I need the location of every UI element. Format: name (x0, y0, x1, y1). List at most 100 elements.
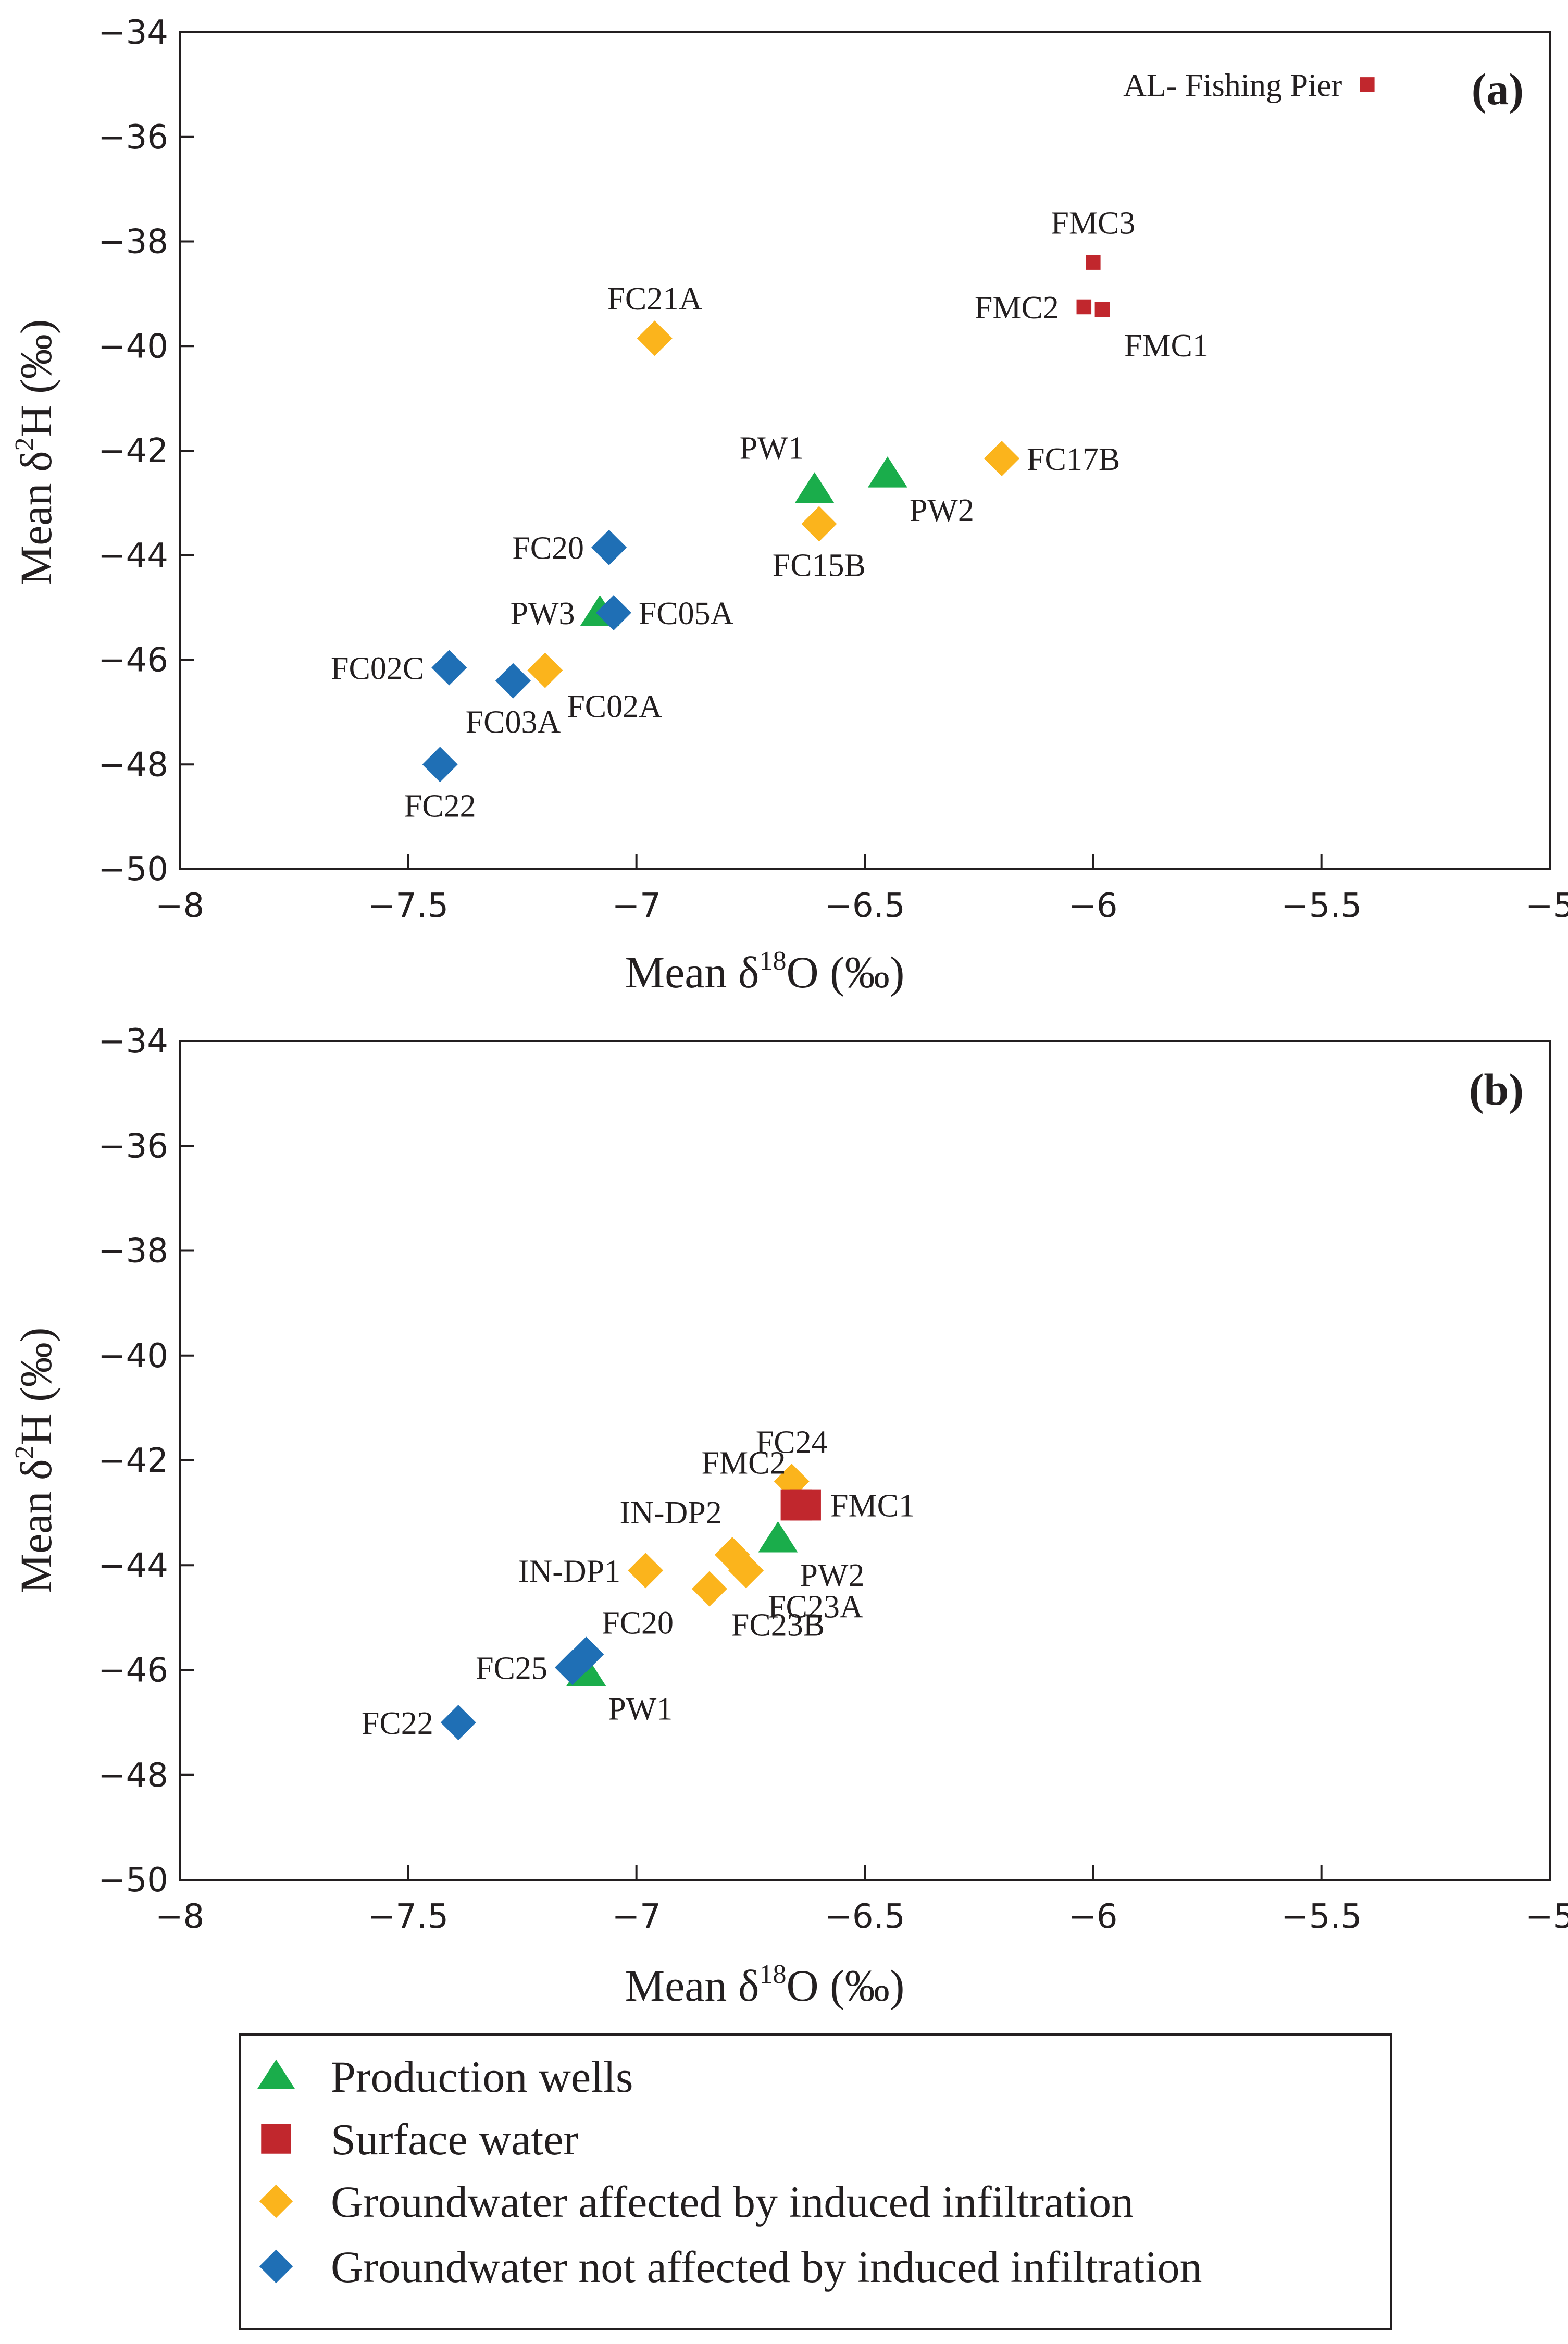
legend: Production wells Surface water Groundwater… (239, 2033, 1392, 2330)
y-tick-label: −48 (98, 746, 168, 784)
x-tick-label: −5.5 (1281, 887, 1362, 925)
panel-a-tag: (a) (1472, 64, 1524, 114)
point-label: FC23A (768, 1589, 863, 1624)
legend-marker-production (257, 2059, 295, 2089)
y-tick-label: −50 (98, 1861, 168, 1900)
panel-b: −8 −7.5 −7 −6.5 −6 −5.5 −5 −50 −48 −46 −44 −42 −40 −3… (10, 1022, 1568, 2011)
point-label: FC02A (567, 689, 662, 725)
point-affected (637, 320, 673, 356)
point-label: PW1 (608, 1692, 673, 1727)
point-surface (1086, 255, 1101, 270)
panel-a-points: AL- Fishing Pier FMC3 FMC2 FMC1 FC21A FC17B PW… (331, 68, 1375, 824)
y-tick-label: −34 (98, 1022, 168, 1061)
y-tick-label: −36 (98, 118, 168, 157)
y-tick-label: −42 (98, 1442, 168, 1480)
legend-marker-affected (259, 2184, 293, 2218)
legend-label-not-affected: Groundwater not affected by induced infi… (331, 2242, 1202, 2292)
point-affected (728, 1553, 764, 1589)
y-tick-label: −46 (98, 1652, 168, 1690)
point-label: FMC3 (1051, 206, 1135, 241)
panel-b-x-axis-title: Mean δ18O (‰) (625, 1959, 905, 2011)
point-not-affected (431, 650, 467, 686)
point-affected (628, 1553, 664, 1589)
x-tick-label: −7 (612, 1897, 661, 1936)
y-tick-label: −44 (98, 1546, 168, 1585)
point-label: FC23B (731, 1608, 825, 1643)
point-label: FC21A (607, 281, 702, 317)
point-label: FC25 (476, 1651, 547, 1686)
point-affected (691, 1571, 727, 1607)
point-label: FC15B (773, 548, 866, 584)
point-label: FMC1 (830, 1489, 915, 1524)
panel-a: −8 −7.5 −7 −6.5 −6 −5.5 −5 −50 −48 −46 −44 −42 −40 −3… (10, 14, 1568, 997)
y-tick-label: −44 (98, 537, 168, 575)
panel-a-x-axis-title: Mean δ18O (‰) (625, 946, 905, 997)
point-not-affected (595, 595, 631, 631)
point-label: AL- Fishing Pier (1123, 68, 1342, 103)
point-label: FMC2 (975, 290, 1059, 326)
point-affected (801, 506, 837, 542)
x-tick-label: −6.5 (824, 1897, 905, 1936)
y-tick-label: −40 (98, 327, 168, 366)
point-label: FC20 (512, 531, 584, 566)
point-not-affected (591, 529, 627, 565)
point-production (867, 456, 907, 488)
point-label: FMC1 (1124, 328, 1209, 364)
panel-a-y-axis-title: Mean δ2H (‰) (10, 319, 61, 586)
point-surface (1360, 77, 1375, 92)
point-surface (1076, 299, 1092, 315)
x-tick-label: −6 (1068, 887, 1117, 925)
y-tick-label: −50 (98, 850, 168, 889)
point-surface (780, 1489, 812, 1521)
point-label: PW2 (910, 493, 974, 528)
point-label: FC22 (404, 788, 476, 824)
y-tick-label: −38 (98, 1232, 168, 1271)
y-tick-label: −36 (98, 1127, 168, 1165)
y-tick-label: −34 (98, 14, 168, 52)
point-label: FC17B (1027, 442, 1120, 477)
point-not-affected (422, 747, 458, 783)
x-tick-label: −6 (1068, 1897, 1117, 1936)
point-label: FC02C (331, 651, 424, 687)
legend-marker-surface (261, 2124, 291, 2154)
panel-b-tag: (b) (1469, 1064, 1524, 1114)
y-tick-label: −46 (98, 641, 168, 680)
x-tick-label: −7.5 (368, 1897, 449, 1936)
legend-label-production: Production wells (331, 2052, 633, 2102)
point-label: FC20 (602, 1605, 674, 1641)
point-not-affected (440, 1705, 476, 1741)
point-label: IN-DP2 (619, 1495, 721, 1531)
point-not-affected (554, 1650, 590, 1685)
legend-label-surface: Surface water (331, 2114, 578, 2164)
panel-b-y-axis-title: Mean δ2H (‰) (10, 1328, 61, 1594)
x-tick-label: −7 (612, 887, 661, 925)
point-label: FMC2 (702, 1446, 786, 1481)
y-tick-label: −42 (98, 432, 168, 470)
legend-marker-not-affected (259, 2249, 293, 2284)
y-tick-label: −38 (98, 223, 168, 262)
point-label: IN-DP1 (518, 1554, 620, 1589)
x-tick-label: −8 (155, 887, 204, 925)
legend-label-affected: Groundwater affected by induced infiltra… (331, 2177, 1134, 2227)
point-affected (527, 652, 563, 688)
panel-a-ticks: −8 −7.5 −7 −6.5 −6 −5.5 −5 −50 −48 −46 −44 −42 −40 −3… (98, 14, 1568, 925)
point-affected (984, 441, 1019, 477)
y-tick-label: −48 (98, 1756, 168, 1795)
x-tick-label: −8 (155, 1897, 204, 1936)
legend-items: Production wells Surface water Groundwater… (257, 2052, 1202, 2292)
x-tick-label: −7.5 (368, 887, 449, 925)
point-label: FC24 (756, 1424, 828, 1460)
point-label: PW1 (740, 430, 804, 466)
y-tick-label: −40 (98, 1337, 168, 1375)
point-production (794, 472, 835, 503)
panel-b-plot-frame (179, 1040, 1551, 1881)
x-tick-label: −5.5 (1281, 1897, 1362, 1936)
x-tick-label: −6.5 (824, 887, 905, 925)
point-label: PW2 (800, 1558, 864, 1593)
point-production (758, 1521, 798, 1553)
point-label: PW3 (511, 596, 575, 631)
point-not-affected (495, 663, 531, 699)
legend-frame (239, 2033, 1392, 2330)
